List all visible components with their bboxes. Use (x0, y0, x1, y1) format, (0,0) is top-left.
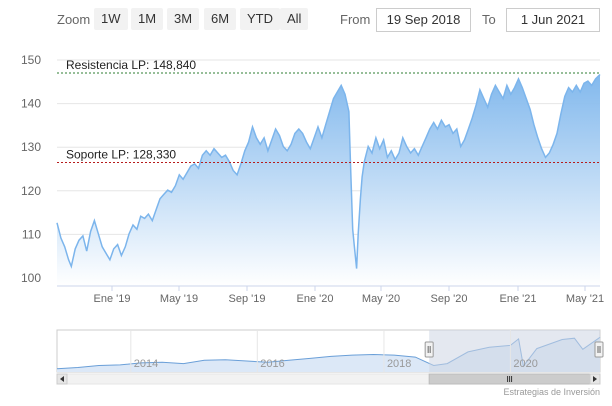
navigator[interactable]: 2014 2016 2018 2020 (56, 329, 604, 385)
resistance-label: Resistencia LP: 148,840 (66, 58, 196, 72)
navigator-tick-label: 2014 (134, 358, 158, 370)
to-label: To (482, 12, 496, 27)
x-tick-label: May '20 (362, 293, 400, 305)
from-label: From (340, 12, 371, 27)
y-tick-label: 100 (21, 271, 41, 285)
support-label: Soporte LP: 128,330 (66, 147, 176, 161)
navigator-tick-label: 2016 (260, 358, 284, 370)
x-tick-label: May '21 (566, 293, 604, 305)
scroll-left-icon (60, 376, 64, 382)
y-tick-label: 120 (21, 184, 41, 198)
x-tick-label: Ene '19 (94, 293, 131, 305)
y-tick-label: 150 (21, 53, 41, 67)
axes: 100 110 120 130 140 150 Ene '19 May '19 Sep '19 E… (21, 53, 604, 305)
x-tick-label: Sep '20 (431, 293, 468, 305)
zoom-button-all[interactable]: All (280, 8, 309, 30)
scroll-right-icon (593, 376, 597, 382)
zoom-button-6m[interactable]: 6M (204, 8, 237, 30)
x-tick-label: May '19 (160, 293, 198, 305)
price-series (56, 73, 601, 286)
navigator-left-handle[interactable] (424, 341, 434, 358)
zoom-button-1w[interactable]: 1W (94, 8, 128, 30)
to-date-input[interactable]: 1 Jun 2021 (506, 8, 600, 32)
navigator-right-handle[interactable] (594, 341, 604, 358)
zoom-button-ytd[interactable]: YTD (240, 8, 280, 30)
navigator-tick-label: 2020 (513, 358, 537, 370)
price-area (57, 74, 600, 286)
zoom-button-1m[interactable]: 1M (131, 8, 164, 30)
zoom-label: Zoom (57, 12, 91, 27)
navigator-tick-label: 2018 (387, 358, 411, 370)
x-tick-label: Ene '21 (500, 293, 537, 305)
credits: Estrategias de Inversión (503, 387, 600, 397)
x-tick-label: Ene '20 (297, 293, 334, 305)
from-date-input[interactable]: 19 Sep 2018 (376, 8, 471, 32)
navigator-selection[interactable] (429, 330, 600, 372)
y-tick-label: 110 (22, 227, 41, 241)
annotation-lines: Resistencia LP: 148,840 Soporte LP: 128,3… (57, 58, 600, 163)
price-line (56, 73, 601, 269)
zoom-button-3m[interactable]: 3M (167, 8, 200, 30)
x-tick-label: Sep '19 (229, 293, 266, 305)
y-tick-label: 130 (21, 140, 41, 154)
y-tick-label: 140 (21, 97, 41, 111)
